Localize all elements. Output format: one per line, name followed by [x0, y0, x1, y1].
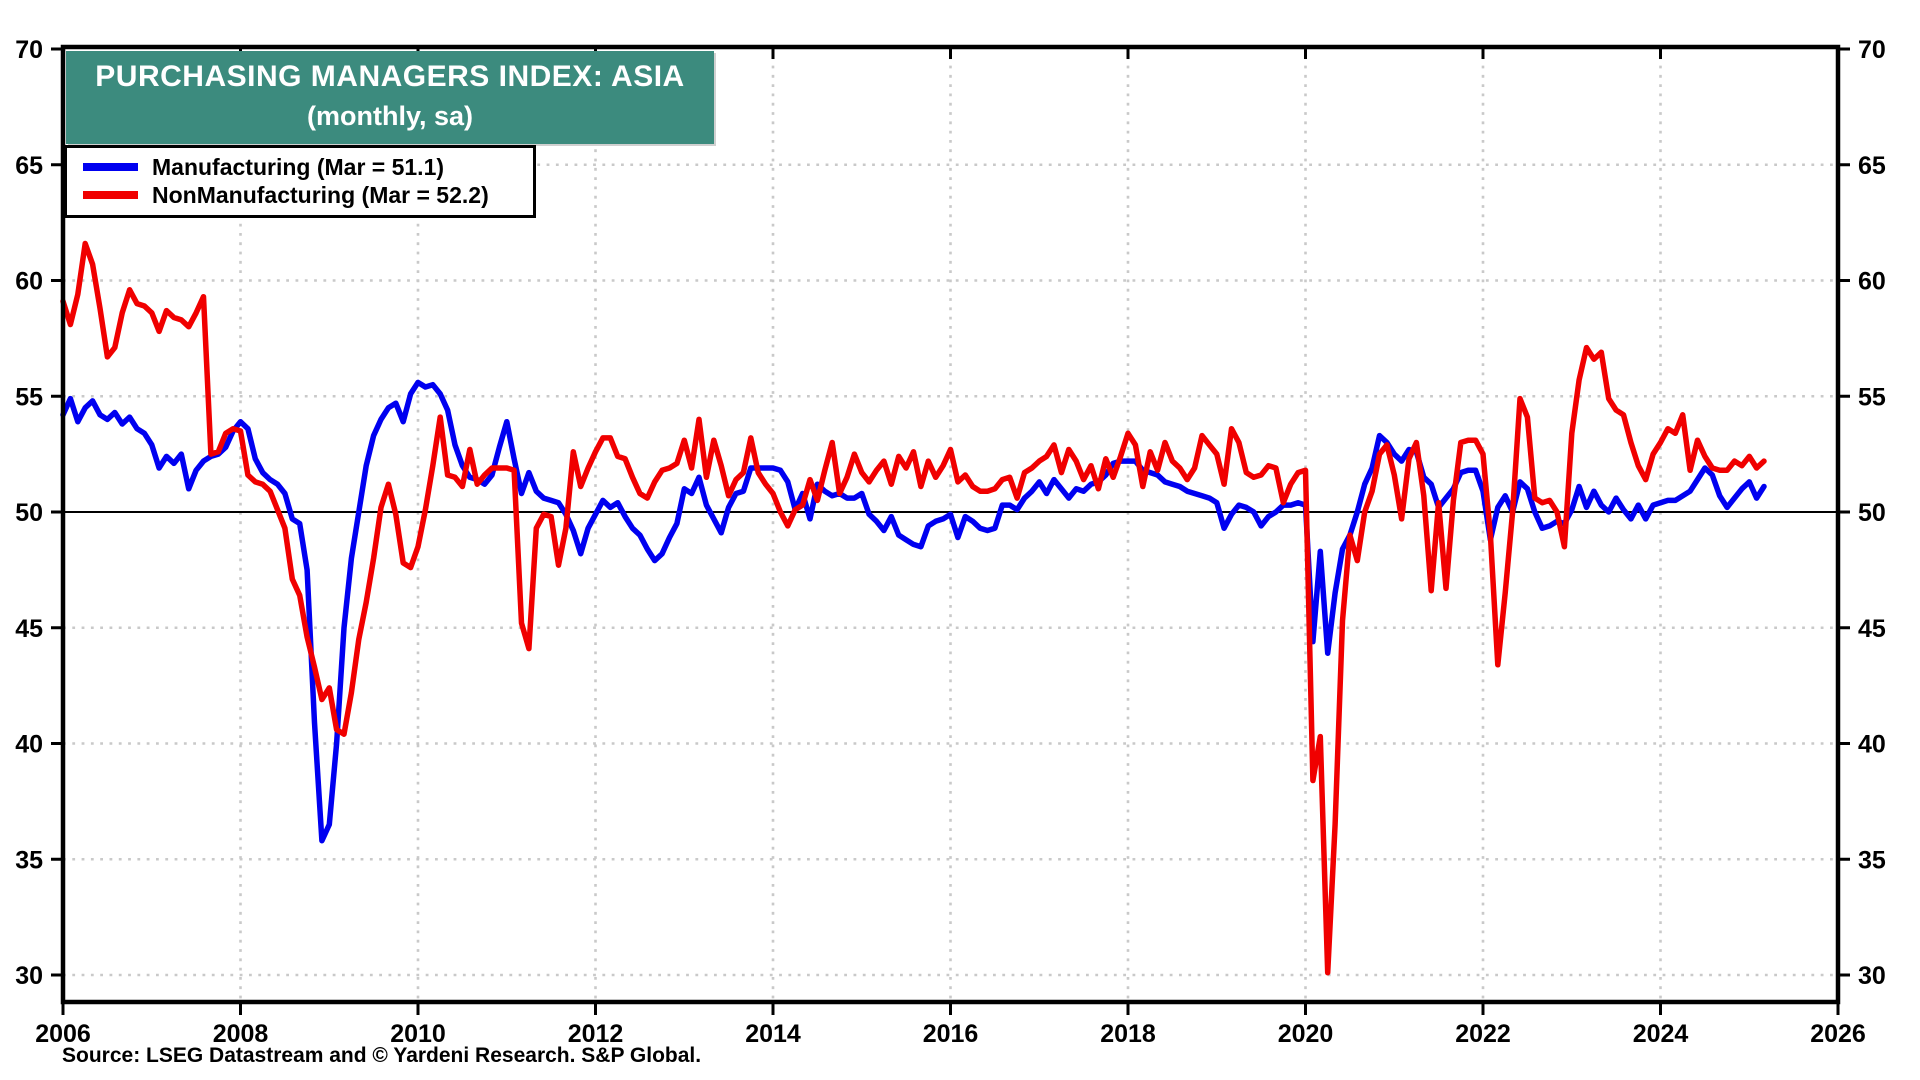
- plot-border: [60, 44, 1841, 1005]
- y-axis-label-left-40: 40: [15, 731, 43, 759]
- legend-item-manufacturing: Manufacturing (Mar = 51.1): [67, 153, 533, 181]
- y-axis-label-right-30: 30: [1858, 962, 1886, 990]
- y-axis-label-left-50: 50: [15, 499, 43, 527]
- y-axis-label-right-50: 50: [1858, 499, 1886, 527]
- y-axis-label-right-55: 55: [1858, 383, 1886, 411]
- nonmanufacturing-series-line: [60, 240, 1767, 976]
- chart-title-box: PURCHASING MANAGERS INDEX: ASIA (monthly…: [66, 51, 714, 144]
- y-axis-label-left-45: 45: [15, 615, 43, 643]
- legend: Manufacturing (Mar = 51.1) NonManufactur…: [64, 145, 536, 218]
- y-axis-label-right-45: 45: [1858, 615, 1886, 643]
- nonmanufacturing-line-swatch: [83, 191, 138, 199]
- x-axis-label-2016: 2016: [923, 1020, 979, 1048]
- y-axis-label-left-30: 30: [15, 962, 43, 990]
- legend-item-nonmanufacturing: NonManufacturing (Mar = 52.2): [67, 181, 533, 209]
- y-axis-label-right-60: 60: [1858, 268, 1886, 296]
- y-axis-label-right-70: 70: [1858, 36, 1886, 64]
- y-axis-label-right-35: 35: [1858, 846, 1886, 874]
- y-axis-label-right-65: 65: [1858, 152, 1886, 180]
- chart-title: PURCHASING MANAGERS INDEX: ASIA: [95, 60, 685, 93]
- y-axis-label-right-40: 40: [1858, 731, 1886, 759]
- y-axis-label-left-70: 70: [15, 36, 43, 64]
- y-axis-label-left-35: 35: [15, 846, 43, 874]
- x-axis-label-2018: 2018: [1100, 1020, 1156, 1048]
- x-axis-label-2020: 2020: [1278, 1020, 1334, 1048]
- legend-label-manufacturing: Manufacturing (Mar = 51.1): [152, 153, 445, 180]
- manufacturing-series-line: [60, 379, 1767, 844]
- x-axis-label-2014: 2014: [745, 1020, 801, 1048]
- x-axis-label-2008: 2008: [213, 1020, 269, 1048]
- x-axis-label-2022: 2022: [1455, 1020, 1511, 1048]
- source-note: Source: LSEG Datastream and © Yardeni Re…: [62, 1044, 702, 1067]
- manufacturing-line-swatch: [83, 163, 138, 171]
- y-axis-label-left-65: 65: [15, 152, 43, 180]
- y-axis-label-left-60: 60: [15, 268, 43, 296]
- y-axis-label-left-55: 55: [15, 383, 43, 411]
- x-axis-label-2012: 2012: [568, 1020, 624, 1048]
- legend-label-nonmanufacturing: NonManufacturing (Mar = 52.2): [152, 181, 489, 208]
- x-axis-label-2006: 2006: [35, 1020, 91, 1048]
- x-axis-label-2010: 2010: [390, 1020, 446, 1048]
- x-axis-label-2026: 2026: [1810, 1020, 1866, 1048]
- chart-subtitle: (monthly, sa): [306, 101, 473, 131]
- x-axis-label-2024: 2024: [1633, 1020, 1689, 1048]
